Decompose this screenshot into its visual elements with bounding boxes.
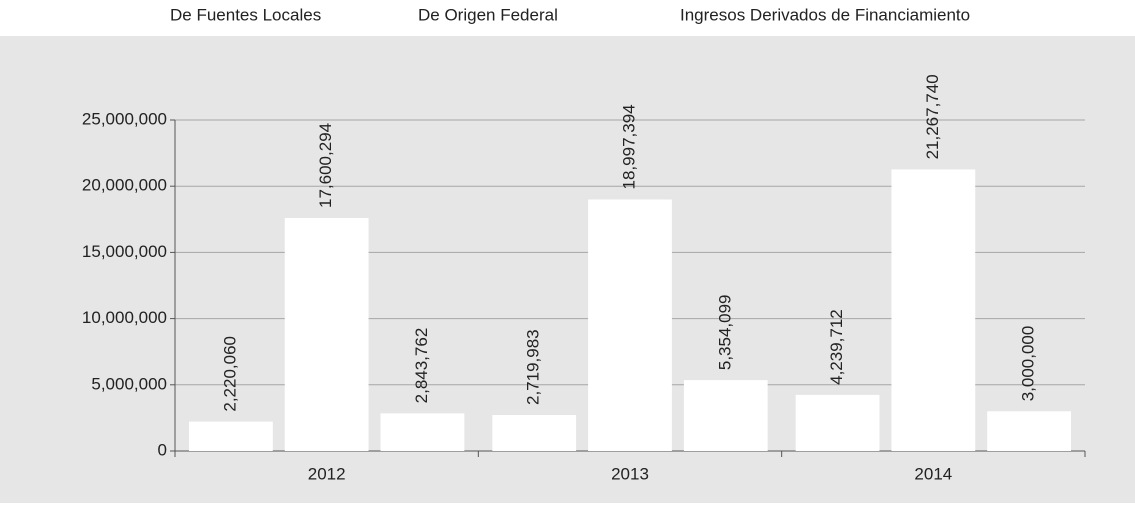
bar bbox=[380, 413, 465, 451]
legend-swatch bbox=[666, 10, 676, 20]
bar bbox=[492, 414, 577, 451]
x-tick-label: 2012 bbox=[308, 464, 346, 483]
bar bbox=[987, 411, 1071, 451]
data-label: 2,843,762 bbox=[412, 328, 431, 404]
bar bbox=[795, 394, 880, 451]
y-tick-label: 20,000,000 bbox=[82, 176, 167, 195]
data-label: 17,600,294 bbox=[316, 123, 335, 208]
data-label: 2,220,060 bbox=[220, 336, 239, 412]
legend-swatch bbox=[404, 10, 414, 20]
bar bbox=[189, 421, 273, 451]
bar bbox=[284, 217, 369, 451]
data-label: 5,354,099 bbox=[715, 294, 734, 370]
bar bbox=[891, 169, 976, 452]
x-tick-label: 2013 bbox=[611, 464, 649, 483]
y-tick-label: 15,000,000 bbox=[82, 242, 167, 261]
x-tick-label: 2014 bbox=[914, 464, 952, 483]
y-tick-label: 10,000,000 bbox=[82, 308, 167, 327]
bar bbox=[683, 380, 768, 451]
legend-swatch bbox=[156, 10, 166, 20]
bar bbox=[588, 199, 672, 451]
data-label: 18,997,394 bbox=[619, 104, 638, 189]
legend-label: De Origen Federal bbox=[418, 5, 558, 24]
data-label: 2,719,983 bbox=[524, 329, 543, 405]
y-tick-label: 25,000,000 bbox=[82, 109, 167, 128]
data-label: 4,239,712 bbox=[827, 309, 846, 385]
y-tick-label: 5,000,000 bbox=[91, 374, 167, 393]
legend-label: De Fuentes Locales bbox=[170, 5, 321, 24]
data-label: 21,267,740 bbox=[923, 74, 942, 159]
data-label: 3,000,000 bbox=[1019, 326, 1038, 402]
legend-label: Ingresos Derivados de Financiamiento bbox=[680, 5, 970, 24]
y-tick-label: 0 bbox=[158, 440, 167, 459]
